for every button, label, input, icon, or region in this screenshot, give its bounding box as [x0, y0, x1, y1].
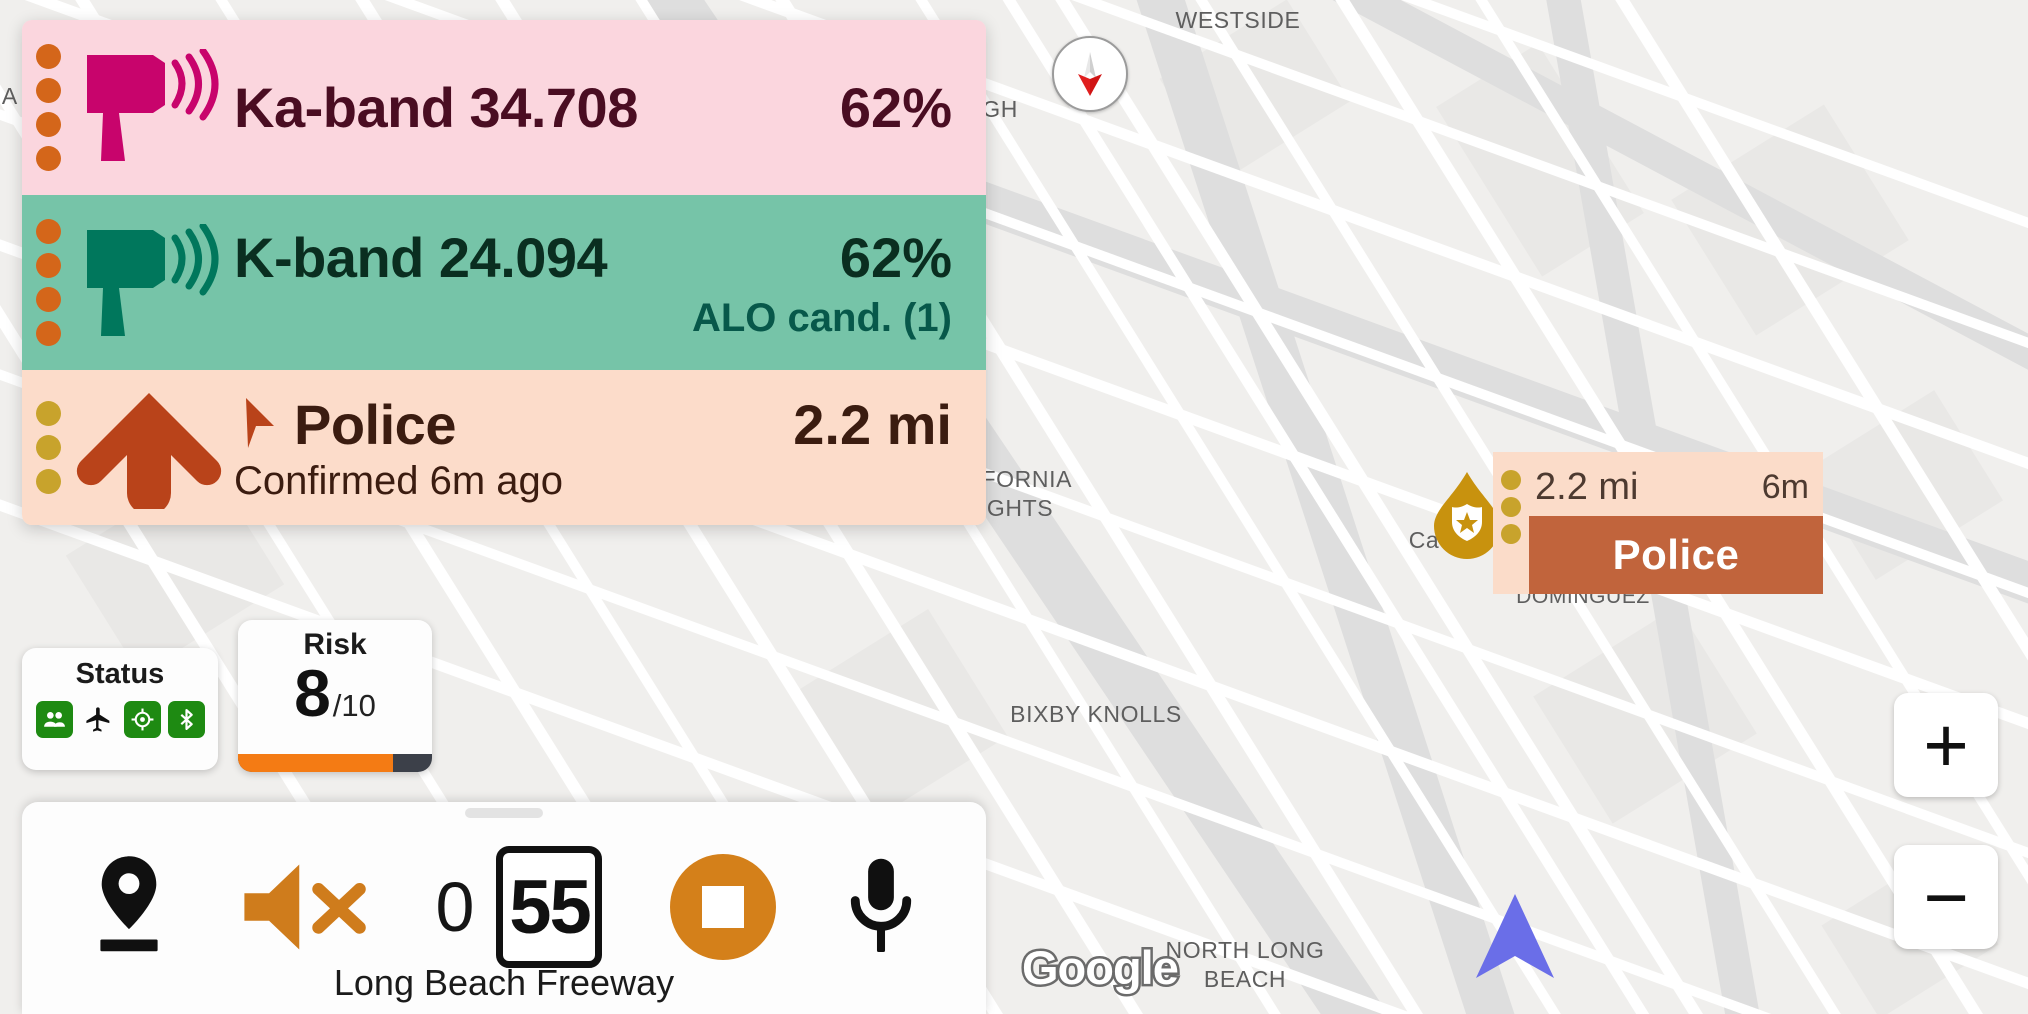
- sheet-grabber-handle[interactable]: [465, 808, 543, 818]
- stop-circle: [670, 854, 777, 960]
- signal-dot: [36, 219, 61, 244]
- alert-card-k-band[interactable]: K-band 24.094 62% ALO cand. (1): [22, 195, 986, 370]
- airplane-mode-icon[interactable]: [80, 701, 117, 738]
- alert-primary-row: Ka-band 34.708 62%: [234, 75, 986, 140]
- bottom-toolbar[interactable]: 0 55 Long Beach Freeway: [22, 802, 986, 1014]
- mute-volume-icon[interactable]: [236, 859, 368, 955]
- compass-icon[interactable]: [1052, 36, 1128, 112]
- popup-top-row: 2.2 mi 6m: [1529, 452, 1823, 516]
- alert-value: 62%: [839, 225, 952, 289]
- zoom-out-button[interactable]: −: [1894, 845, 1998, 949]
- map-area-label: Ca: [1408, 527, 1440, 553]
- alert-primary-row: K-band 24.094 62%: [234, 225, 986, 290]
- police-badge-pin-icon[interactable]: [1430, 468, 1504, 565]
- speed-limit-sign: 55: [496, 846, 603, 968]
- map-area-label: NORTH LONG BEACH: [1165, 937, 1325, 992]
- popup-distance: 2.2 mi: [1535, 465, 1639, 508]
- navigation-arrow-icon: [246, 398, 274, 448]
- popup-eta: 6m: [1761, 467, 1809, 506]
- signal-dot: [36, 146, 61, 171]
- signal-dot: [36, 401, 61, 426]
- risk-card[interactable]: Risk 8 /10: [238, 620, 432, 772]
- speed-limit-value: 55: [509, 864, 592, 950]
- radar-gun-icon: [64, 195, 234, 370]
- signal-dot: [36, 253, 61, 278]
- signal-strength-dots: [22, 195, 64, 370]
- group-users-icon[interactable]: [35, 701, 73, 738]
- alert-title: K-band 24.094: [234, 225, 608, 289]
- map-area-label: BIXBY KNOLLS: [1010, 701, 1182, 727]
- risk-progress-track: [238, 754, 432, 772]
- map-area-label: WESTSIDE: [1175, 7, 1301, 33]
- stop-record-button[interactable]: [670, 854, 777, 960]
- risk-denominator: /10: [332, 688, 376, 723]
- signal-dot: [36, 112, 61, 137]
- alert-stack: Ka-band 34.708 62%: [22, 20, 986, 525]
- microphone-icon[interactable]: [844, 855, 918, 959]
- current-speed-value: 0: [435, 868, 475, 946]
- signal-dot: [36, 287, 61, 312]
- alert-title: Ka-band 34.708: [234, 76, 638, 139]
- alert-secondary-row: ALO cand. (1): [234, 296, 986, 341]
- radar-gun-icon: [64, 20, 234, 195]
- status-card[interactable]: Status: [22, 648, 218, 770]
- popup-dot: [1501, 524, 1521, 544]
- alert-text-block: Police 2.2 mi Confirmed 6m ago: [234, 370, 986, 525]
- alert-title: Police: [294, 392, 456, 456]
- road-name-label: Long Beach Freeway: [333, 962, 675, 1003]
- popup-dot: [1501, 470, 1521, 490]
- alert-value: 62%: [839, 76, 952, 139]
- vehicle-position-arrow-icon: [1472, 890, 1558, 987]
- location-pin-icon[interactable]: [90, 853, 168, 961]
- signal-strength-dots: [22, 20, 64, 195]
- alert-subtitle: ALO cand. (1): [691, 295, 952, 340]
- gps-target-icon[interactable]: [123, 701, 161, 738]
- risk-title: Risk: [303, 628, 367, 661]
- signal-dot: [36, 321, 61, 346]
- popup-body: 2.2 mi 6m Police: [1529, 452, 1823, 594]
- big-arrow-icon: [64, 370, 234, 525]
- alert-card-police[interactable]: Police 2.2 mi Confirmed 6m ago: [22, 370, 986, 525]
- signal-dot: [36, 435, 61, 460]
- zoom-in-button[interactable]: +: [1894, 693, 1998, 797]
- alert-secondary-row: Confirmed 6m ago: [234, 457, 986, 504]
- alert-primary-row: Police 2.2 mi: [234, 392, 986, 457]
- status-icon-row: [35, 701, 205, 738]
- status-title: Status: [75, 658, 165, 690]
- alert-value: 2.2 mi: [793, 392, 952, 456]
- popup-confidence-dots: [1493, 452, 1529, 594]
- popup-label: Police: [1529, 516, 1823, 594]
- toolbar-items: 0 55: [22, 846, 986, 968]
- speed-display-group[interactable]: 0 55: [436, 846, 603, 968]
- signal-dot: [36, 44, 61, 69]
- alert-card-ka-band[interactable]: Ka-band 34.708 62%: [22, 20, 986, 195]
- alert-subtitle: Confirmed 6m ago: [234, 458, 564, 503]
- map-popup-callout[interactable]: 2.2 mi 6m Police: [1493, 452, 1823, 594]
- map-area-label: MA: [0, 83, 18, 109]
- signal-dot: [36, 78, 61, 103]
- signal-strength-dots: [22, 370, 64, 525]
- popup-dot: [1501, 497, 1521, 517]
- alert-title-group: Police: [234, 392, 456, 457]
- alert-text-block: K-band 24.094 62% ALO cand. (1): [234, 195, 986, 370]
- google-logo: Google: [1020, 939, 1182, 997]
- signal-dot: [36, 469, 61, 494]
- alert-text-block: Ka-band 34.708 62%: [234, 20, 986, 195]
- risk-value-row: 8 /10: [294, 660, 376, 726]
- risk-progress-fill: [238, 754, 394, 772]
- risk-score: 8: [294, 656, 331, 730]
- compass-needle-icon: [1078, 52, 1102, 96]
- stop-square-icon: [702, 886, 745, 928]
- bluetooth-icon[interactable]: [167, 701, 205, 738]
